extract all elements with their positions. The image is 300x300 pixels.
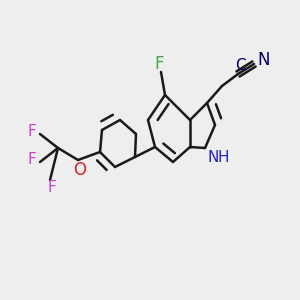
Text: F: F bbox=[154, 55, 164, 73]
Text: F: F bbox=[28, 124, 36, 140]
Text: N: N bbox=[207, 151, 219, 166]
Text: N: N bbox=[258, 51, 270, 69]
Text: F: F bbox=[28, 152, 36, 167]
Text: C: C bbox=[235, 58, 245, 73]
Text: F: F bbox=[48, 181, 56, 196]
Text: H: H bbox=[217, 151, 229, 166]
Text: O: O bbox=[74, 161, 86, 179]
